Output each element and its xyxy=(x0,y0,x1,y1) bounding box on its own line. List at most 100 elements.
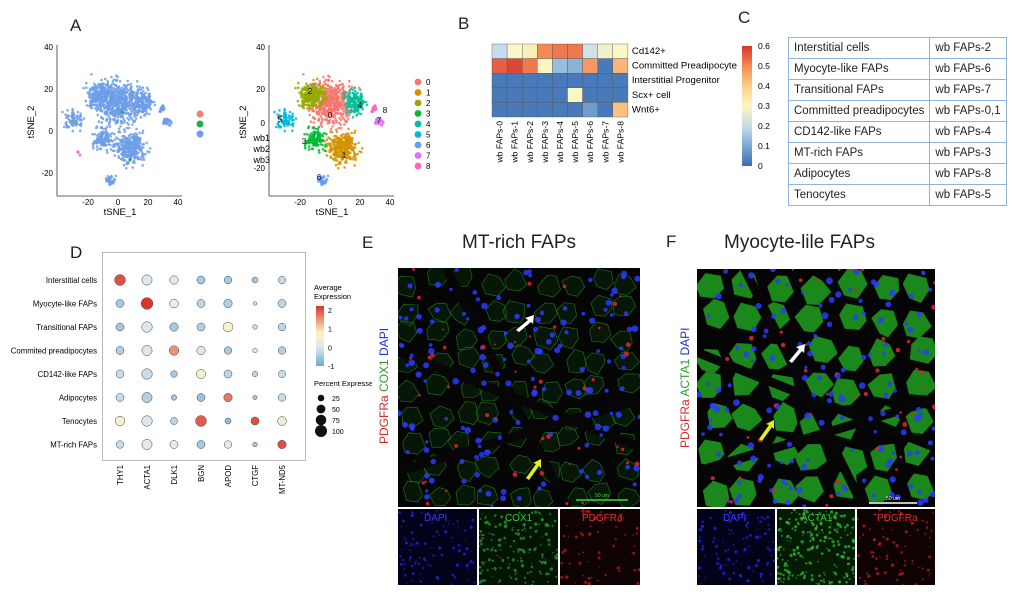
channel-signal xyxy=(833,514,837,518)
channel-signal xyxy=(783,564,787,567)
channel-signal xyxy=(539,512,542,515)
channel-signal xyxy=(551,552,554,554)
channel-signal xyxy=(422,566,425,570)
channel-signal xyxy=(525,530,527,532)
channel-signal xyxy=(777,548,778,550)
tsne-point xyxy=(335,119,338,123)
tsne-point xyxy=(353,143,356,146)
tsne-point xyxy=(320,125,324,128)
channel-signal xyxy=(777,576,780,580)
nucleus xyxy=(713,405,721,413)
channel-signal xyxy=(510,576,513,579)
tsne-point xyxy=(119,113,122,117)
tsne-point xyxy=(120,147,123,150)
channel-signal xyxy=(529,570,532,574)
tsne-point xyxy=(365,103,369,107)
tsne-point xyxy=(138,148,141,152)
channel-signal xyxy=(568,562,571,565)
tsne-point xyxy=(127,126,131,130)
channel-signal xyxy=(828,537,831,540)
tsne-left-points xyxy=(61,73,173,186)
nucleus xyxy=(472,290,478,295)
channel-signal xyxy=(581,509,585,513)
nucleus xyxy=(581,311,586,316)
tsne-point xyxy=(331,125,334,128)
tsne-point xyxy=(98,132,101,135)
pdgfra-signal xyxy=(447,385,450,389)
channel-signal xyxy=(876,572,880,575)
tsne-point xyxy=(304,97,308,100)
nucleus xyxy=(786,441,793,448)
channel-texture xyxy=(697,509,775,585)
tsne-point xyxy=(322,87,325,91)
pdgfra-signal xyxy=(591,378,595,382)
channel-signal xyxy=(512,550,515,553)
channel-signal xyxy=(549,567,553,571)
channel-signal xyxy=(618,570,621,572)
channel-signal xyxy=(482,534,485,537)
nucleus xyxy=(873,430,877,434)
tsne-point xyxy=(312,121,316,124)
tsne-point xyxy=(134,150,138,153)
channel-signal xyxy=(513,568,517,572)
tsne-point xyxy=(370,110,373,113)
tsne-point xyxy=(169,122,173,125)
channel-signal xyxy=(491,546,494,549)
channel-signal xyxy=(782,581,785,584)
tsne-point xyxy=(305,85,309,89)
nucleus xyxy=(398,342,403,347)
channel-signal xyxy=(805,571,808,573)
channel-signal xyxy=(484,521,488,525)
tsne-point xyxy=(308,113,311,117)
channel-signal xyxy=(582,574,585,577)
nucleus xyxy=(619,346,624,351)
tsne-point xyxy=(321,85,325,88)
pdgfra-signal xyxy=(412,268,415,271)
dotplot-dot xyxy=(223,346,233,355)
nucleus xyxy=(804,412,811,419)
tsne-point xyxy=(148,147,152,150)
tsne-point xyxy=(359,99,363,102)
pdgfra-signal xyxy=(442,345,447,350)
nucleus xyxy=(507,342,514,350)
tsne-point xyxy=(339,134,343,137)
channel-signal xyxy=(598,566,600,568)
nucleus xyxy=(771,313,777,319)
tsne-cluster-label: 0 xyxy=(328,110,333,120)
channel-texture xyxy=(479,510,558,585)
tsne-point xyxy=(291,129,294,132)
muscle-fiber xyxy=(398,275,416,298)
channel-signal xyxy=(779,572,782,576)
pdgfra-signal xyxy=(710,476,715,481)
channel-signal xyxy=(724,509,727,512)
channel-signal xyxy=(759,575,762,579)
dotplot-dot xyxy=(277,322,287,332)
channel-signal xyxy=(929,546,931,548)
channel-signal xyxy=(517,550,520,553)
channel-signal xyxy=(490,548,494,552)
tsne-point xyxy=(136,92,139,96)
tsne-point xyxy=(345,161,348,164)
tsne-point xyxy=(317,117,321,121)
heatmap-cell xyxy=(522,73,538,89)
muscle-fiber xyxy=(557,326,579,349)
tsne-point xyxy=(90,102,94,105)
tsne-point xyxy=(132,95,135,98)
channel-signal xyxy=(465,566,468,568)
heatmap-cell xyxy=(582,102,598,118)
tsne-point xyxy=(82,86,85,90)
pdgfra-signal xyxy=(837,269,841,271)
pdgfra-signal xyxy=(621,447,625,451)
nucleus xyxy=(537,486,542,491)
tsne-point xyxy=(129,137,132,140)
muscle-fiber xyxy=(458,400,480,425)
tsne-point xyxy=(119,120,123,123)
cell-type-mapping-table: Interstitial cells wb FAPs-2 Myocyte-like … xyxy=(787,37,1007,206)
tsne-point xyxy=(341,86,344,90)
heatmap-cell xyxy=(552,73,568,89)
channel-signal xyxy=(549,513,552,515)
tsne-point xyxy=(93,139,96,143)
channel-signal xyxy=(924,532,927,535)
channel-signal xyxy=(762,579,764,582)
tsne-point xyxy=(329,95,333,99)
